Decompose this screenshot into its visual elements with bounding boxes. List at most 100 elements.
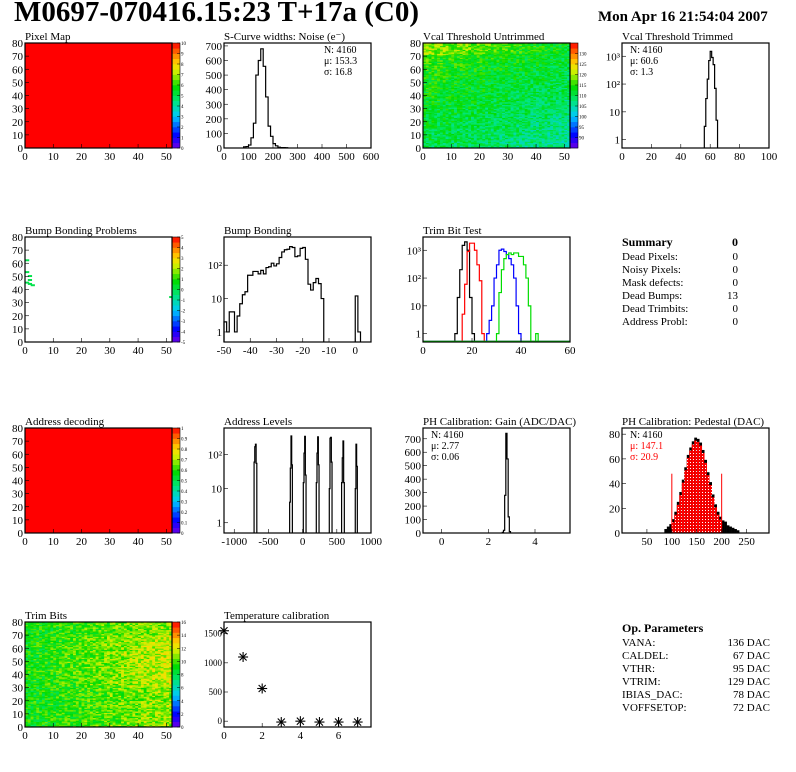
heatmap-cell <box>423 96 427 99</box>
heatmap-cell <box>547 108 551 111</box>
heatmap-cell <box>451 113 455 116</box>
color-scale-segment <box>570 111 578 117</box>
heatmap-cell <box>553 116 557 119</box>
heatmap-cell <box>25 625 29 628</box>
heatmap-cell <box>439 66 444 69</box>
y-tick-label: 10 <box>609 107 621 119</box>
heatmap-cell <box>454 53 458 56</box>
heatmap-cell <box>502 130 506 133</box>
heatmap-cell <box>471 71 475 74</box>
heatmap-cell <box>547 116 551 119</box>
heatmap-cell <box>456 57 461 60</box>
heatmap-cell <box>567 119 571 121</box>
heatmap-cell <box>27 664 31 666</box>
color-scale-segment <box>172 443 180 450</box>
heatmap-cell <box>488 119 492 121</box>
heatmap-cell <box>437 138 441 141</box>
heatmap-cell <box>423 129 427 132</box>
heatmap-cell <box>434 96 438 99</box>
heatmap-cell <box>502 91 506 94</box>
heatmap-cell <box>527 112 531 115</box>
heatmap-cell <box>30 644 34 646</box>
heatmap-cell <box>521 107 526 109</box>
heatmap-cell <box>448 67 452 70</box>
heatmap-cell <box>442 141 446 144</box>
heatmap-cell <box>465 62 469 65</box>
heatmap-cell <box>445 145 449 147</box>
heatmap-cell <box>550 128 554 130</box>
heatmap-cell <box>479 49 483 52</box>
y-tick-label: 10 <box>211 484 223 496</box>
heatmap-cell <box>493 92 497 95</box>
heatmap-cell <box>521 119 526 121</box>
heatmap-cell <box>437 127 441 129</box>
heatmap-cell <box>564 134 568 137</box>
heatmap-cell <box>504 132 509 134</box>
heatmap-cell <box>423 54 427 57</box>
heatmap-cell <box>567 88 571 91</box>
heatmap-cell <box>519 99 523 102</box>
heatmap-cell <box>25 720 29 723</box>
heatmap-cell <box>488 85 492 87</box>
heatmap-cell <box>479 46 483 49</box>
heatmap-cell <box>530 53 534 56</box>
heatmap-cell <box>448 53 452 56</box>
heatmap-cell <box>516 57 520 60</box>
heatmap-cell <box>428 70 432 73</box>
heatmap-cell <box>476 141 480 144</box>
heatmap-cell <box>499 125 503 128</box>
heatmap-cell <box>434 107 438 109</box>
heatmap-cell <box>530 48 534 50</box>
heatmap-cell <box>437 128 441 130</box>
heatmap-cell <box>423 108 427 111</box>
heatmap-cell <box>553 140 557 142</box>
heatmap-cell <box>527 123 531 125</box>
heatmap-cell <box>493 77 497 79</box>
heatmap-cell <box>27 623 31 625</box>
heatmap-cell <box>538 81 543 83</box>
heatmap-cell <box>431 119 435 121</box>
heatmap-cell <box>473 99 478 102</box>
fit-region-bar <box>676 504 680 533</box>
heatmap-cell <box>473 57 478 60</box>
heatmap-cell <box>550 115 554 117</box>
heatmap-cell <box>490 96 494 99</box>
heatmap-cell <box>553 77 557 79</box>
heatmap-cell <box>468 112 472 115</box>
heatmap-cell <box>428 69 432 71</box>
heatmap-cell <box>25 665 29 667</box>
heatmap-cell <box>454 85 458 87</box>
heatmap-cell <box>510 138 514 141</box>
heatmap-cell <box>459 61 463 63</box>
heatmap-cell <box>499 82 503 84</box>
heatmap-cell <box>510 71 514 74</box>
heatmap-cell <box>533 81 537 83</box>
heatmap-cell <box>473 128 478 130</box>
heatmap-cell <box>524 102 528 104</box>
y-tick-label: 40 <box>12 476 24 488</box>
heatmap-cell <box>431 108 435 111</box>
heatmap-cell <box>439 120 444 123</box>
heatmap-cell <box>533 61 537 63</box>
heatmap-cell <box>459 62 463 65</box>
heatmap-cell <box>541 98 545 100</box>
heatmap-cell <box>564 71 568 74</box>
heatmap-cell <box>524 120 528 123</box>
heatmap-cell <box>499 134 503 137</box>
heatmap-cell <box>27 650 31 653</box>
heatmap-cell <box>547 121 551 124</box>
heatmap-cell <box>519 127 523 129</box>
heatmap-cell <box>451 138 455 141</box>
heatmap-cell <box>476 100 480 103</box>
heatmap-cell <box>507 66 511 69</box>
heatmap-cell <box>524 50 528 53</box>
color-scale-segment <box>172 74 180 81</box>
color-scale-segment <box>172 428 180 434</box>
heatmap-cell <box>507 78 511 81</box>
heatmap-cell <box>493 104 497 107</box>
heatmap-cell <box>27 677 31 679</box>
heatmap-cell <box>527 66 531 69</box>
heatmap-cell <box>527 134 531 137</box>
color-scale-label: -3 <box>181 320 186 325</box>
